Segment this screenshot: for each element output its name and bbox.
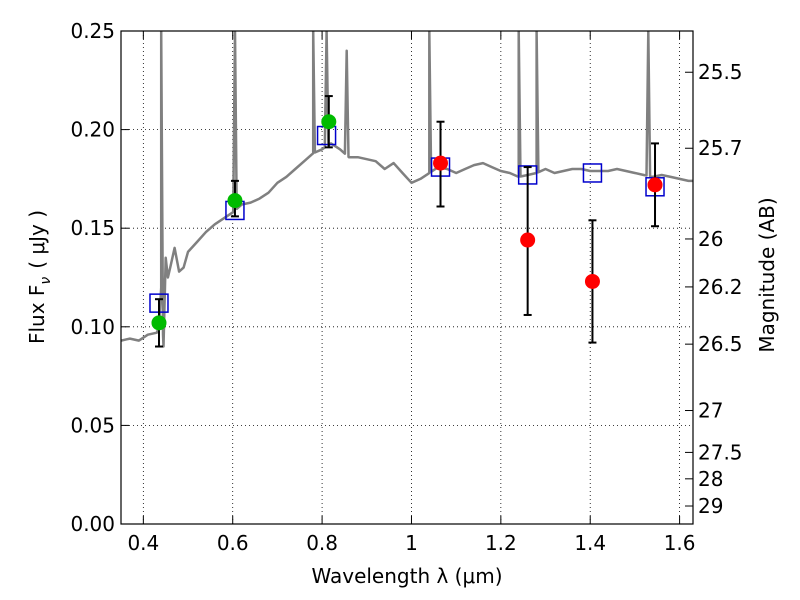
nir-photometry-point [647,177,663,193]
nir-photometry-point [520,232,536,248]
mag-tick-label: 26.2 [698,275,743,299]
mag-tick-label: 26 [698,227,723,251]
x-axis-label: Wavelength λ (μm) [311,564,502,588]
model-photometry-square [582,163,603,183]
y-axis-label-sub: ν [38,277,54,285]
x-tick-label: 1.4 [574,531,606,555]
mag-tick-label: 28 [698,467,723,491]
x-tick-label: 0.4 [127,531,159,555]
mag-tick-label: 26.5 [698,332,743,356]
y-axis-label-main: Flux F [25,285,49,344]
y-tick-label: 0.20 [70,118,115,142]
x-tick-label: 1.2 [485,531,517,555]
model-photometry-square [316,125,337,146]
nir-photometry-point [584,273,600,289]
x-tick-label: 0.6 [217,531,249,555]
ticks: 0.4 0.6 0.8 1 1.2 1.4 1.6 0.00 0.05 0.10 0.15 0.20 0… [70,19,742,555]
nir-photometry-point [433,155,449,171]
x-tick-label: 0.8 [306,531,338,555]
mag-tick-label: 25.7 [698,136,743,160]
y-tick-label: 0.10 [70,315,115,339]
model-spectrum-line [121,31,693,348]
optical-photometry-point [151,315,167,331]
right-axis-label: Magnitude (AB) [755,197,779,352]
svg-text:Flux Fν( μJy ): Flux Fν ( μJy ) [25,210,54,344]
y-tick-label: 0.15 [70,216,115,240]
plot-frame [120,30,694,525]
x-tick-label: 1 [405,531,418,555]
mag-tick-label: 29 [698,494,723,518]
y-tick-label: 0.05 [70,413,115,437]
plot-area [121,31,693,348]
optical-photometry-point [227,193,243,209]
mag-tick-label: 27.5 [698,440,743,464]
y-axis-label: Flux Fν ( μJy ) [25,210,54,344]
y-tick-label: 0.00 [70,512,115,536]
y-tick-label: 0.25 [70,19,115,43]
optical-photometry-point [321,114,337,130]
mag-tick-label: 25.5 [698,60,743,84]
grid [121,30,693,525]
y-axis-label-unit: ( μJy ) [25,210,49,269]
x-tick-label: 1.6 [664,531,696,555]
mag-tick-label: 27 [698,399,723,423]
